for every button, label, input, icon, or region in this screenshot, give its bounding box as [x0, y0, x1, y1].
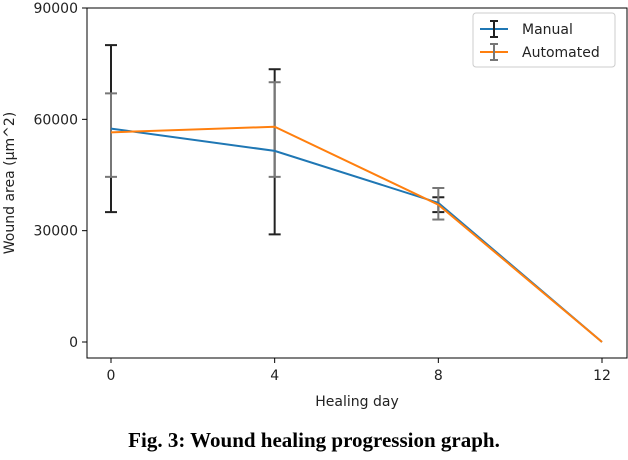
y-tick-label: 0: [69, 335, 78, 351]
y-tick-label: 30000: [33, 224, 78, 240]
plot-frame: [86, 7, 628, 359]
y-tick-label: 60000: [33, 112, 78, 128]
series-line-manual: [110, 127, 603, 343]
x-tick-label: 0: [107, 368, 116, 384]
legend: Manual Automated: [472, 12, 616, 68]
wound-area-chart: 0 4 8 12 0 30000 60000 90000 Healing day Wound ar…: [2, 1, 628, 410]
x-tick-label: 4: [270, 368, 279, 384]
figure-caption: Fig. 3: Wound healing progression graph.: [128, 428, 500, 452]
series-line-automated: [110, 125, 603, 343]
y-tick-label: 90000: [33, 1, 78, 17]
x-tick-label: 12: [593, 368, 611, 384]
y-axis-label: Wound area (µm^2): [2, 112, 18, 254]
legend-label: Automated: [522, 45, 600, 61]
x-tick-label: 8: [434, 368, 443, 384]
legend-label: Manual: [522, 22, 573, 38]
x-axis-label: Healing day: [315, 394, 398, 410]
legend-box: [472, 12, 616, 68]
